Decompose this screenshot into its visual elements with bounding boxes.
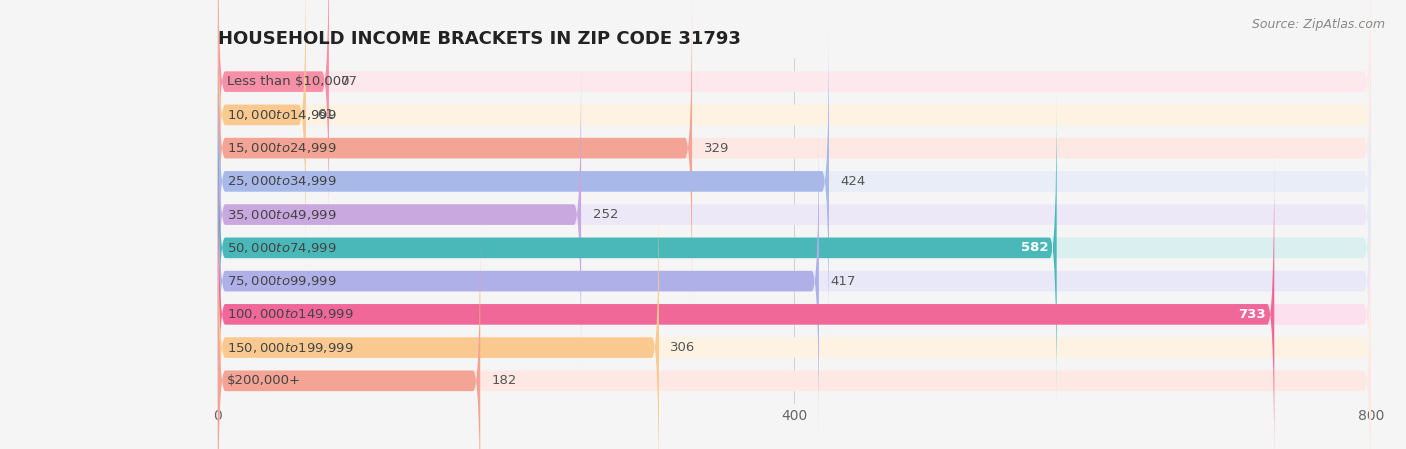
- FancyBboxPatch shape: [218, 0, 1371, 271]
- Text: 417: 417: [831, 275, 856, 288]
- Text: 61: 61: [318, 108, 335, 121]
- FancyBboxPatch shape: [218, 92, 1371, 404]
- FancyBboxPatch shape: [218, 0, 692, 304]
- Text: $35,000 to $49,999: $35,000 to $49,999: [226, 207, 336, 222]
- Text: 733: 733: [1239, 308, 1265, 321]
- Text: 252: 252: [592, 208, 619, 221]
- FancyBboxPatch shape: [218, 0, 307, 271]
- Text: $75,000 to $99,999: $75,000 to $99,999: [226, 274, 336, 288]
- FancyBboxPatch shape: [218, 26, 1371, 337]
- FancyBboxPatch shape: [218, 0, 1371, 238]
- Text: Less than $10,000: Less than $10,000: [226, 75, 349, 88]
- FancyBboxPatch shape: [218, 158, 1371, 449]
- FancyBboxPatch shape: [218, 158, 1274, 449]
- FancyBboxPatch shape: [218, 125, 1371, 437]
- FancyBboxPatch shape: [218, 59, 1371, 370]
- FancyBboxPatch shape: [218, 225, 481, 449]
- FancyBboxPatch shape: [218, 26, 830, 337]
- FancyBboxPatch shape: [218, 59, 581, 370]
- Text: HOUSEHOLD INCOME BRACKETS IN ZIP CODE 31793: HOUSEHOLD INCOME BRACKETS IN ZIP CODE 31…: [218, 31, 741, 48]
- Text: 582: 582: [1021, 242, 1047, 254]
- Text: $150,000 to $199,999: $150,000 to $199,999: [226, 341, 353, 355]
- Text: $15,000 to $24,999: $15,000 to $24,999: [226, 141, 336, 155]
- Text: 182: 182: [492, 374, 517, 387]
- FancyBboxPatch shape: [218, 192, 659, 449]
- Text: 77: 77: [340, 75, 357, 88]
- Text: 329: 329: [703, 141, 728, 154]
- FancyBboxPatch shape: [218, 192, 1371, 449]
- FancyBboxPatch shape: [218, 0, 329, 238]
- Text: Source: ZipAtlas.com: Source: ZipAtlas.com: [1251, 18, 1385, 31]
- Text: 306: 306: [671, 341, 696, 354]
- FancyBboxPatch shape: [218, 0, 1371, 304]
- Text: $10,000 to $14,999: $10,000 to $14,999: [226, 108, 336, 122]
- Text: $25,000 to $34,999: $25,000 to $34,999: [226, 174, 336, 189]
- Text: $200,000+: $200,000+: [226, 374, 301, 387]
- Text: $50,000 to $74,999: $50,000 to $74,999: [226, 241, 336, 255]
- FancyBboxPatch shape: [218, 125, 818, 437]
- FancyBboxPatch shape: [218, 92, 1057, 404]
- Text: $100,000 to $149,999: $100,000 to $149,999: [226, 308, 353, 321]
- Text: 424: 424: [841, 175, 866, 188]
- FancyBboxPatch shape: [218, 225, 1371, 449]
